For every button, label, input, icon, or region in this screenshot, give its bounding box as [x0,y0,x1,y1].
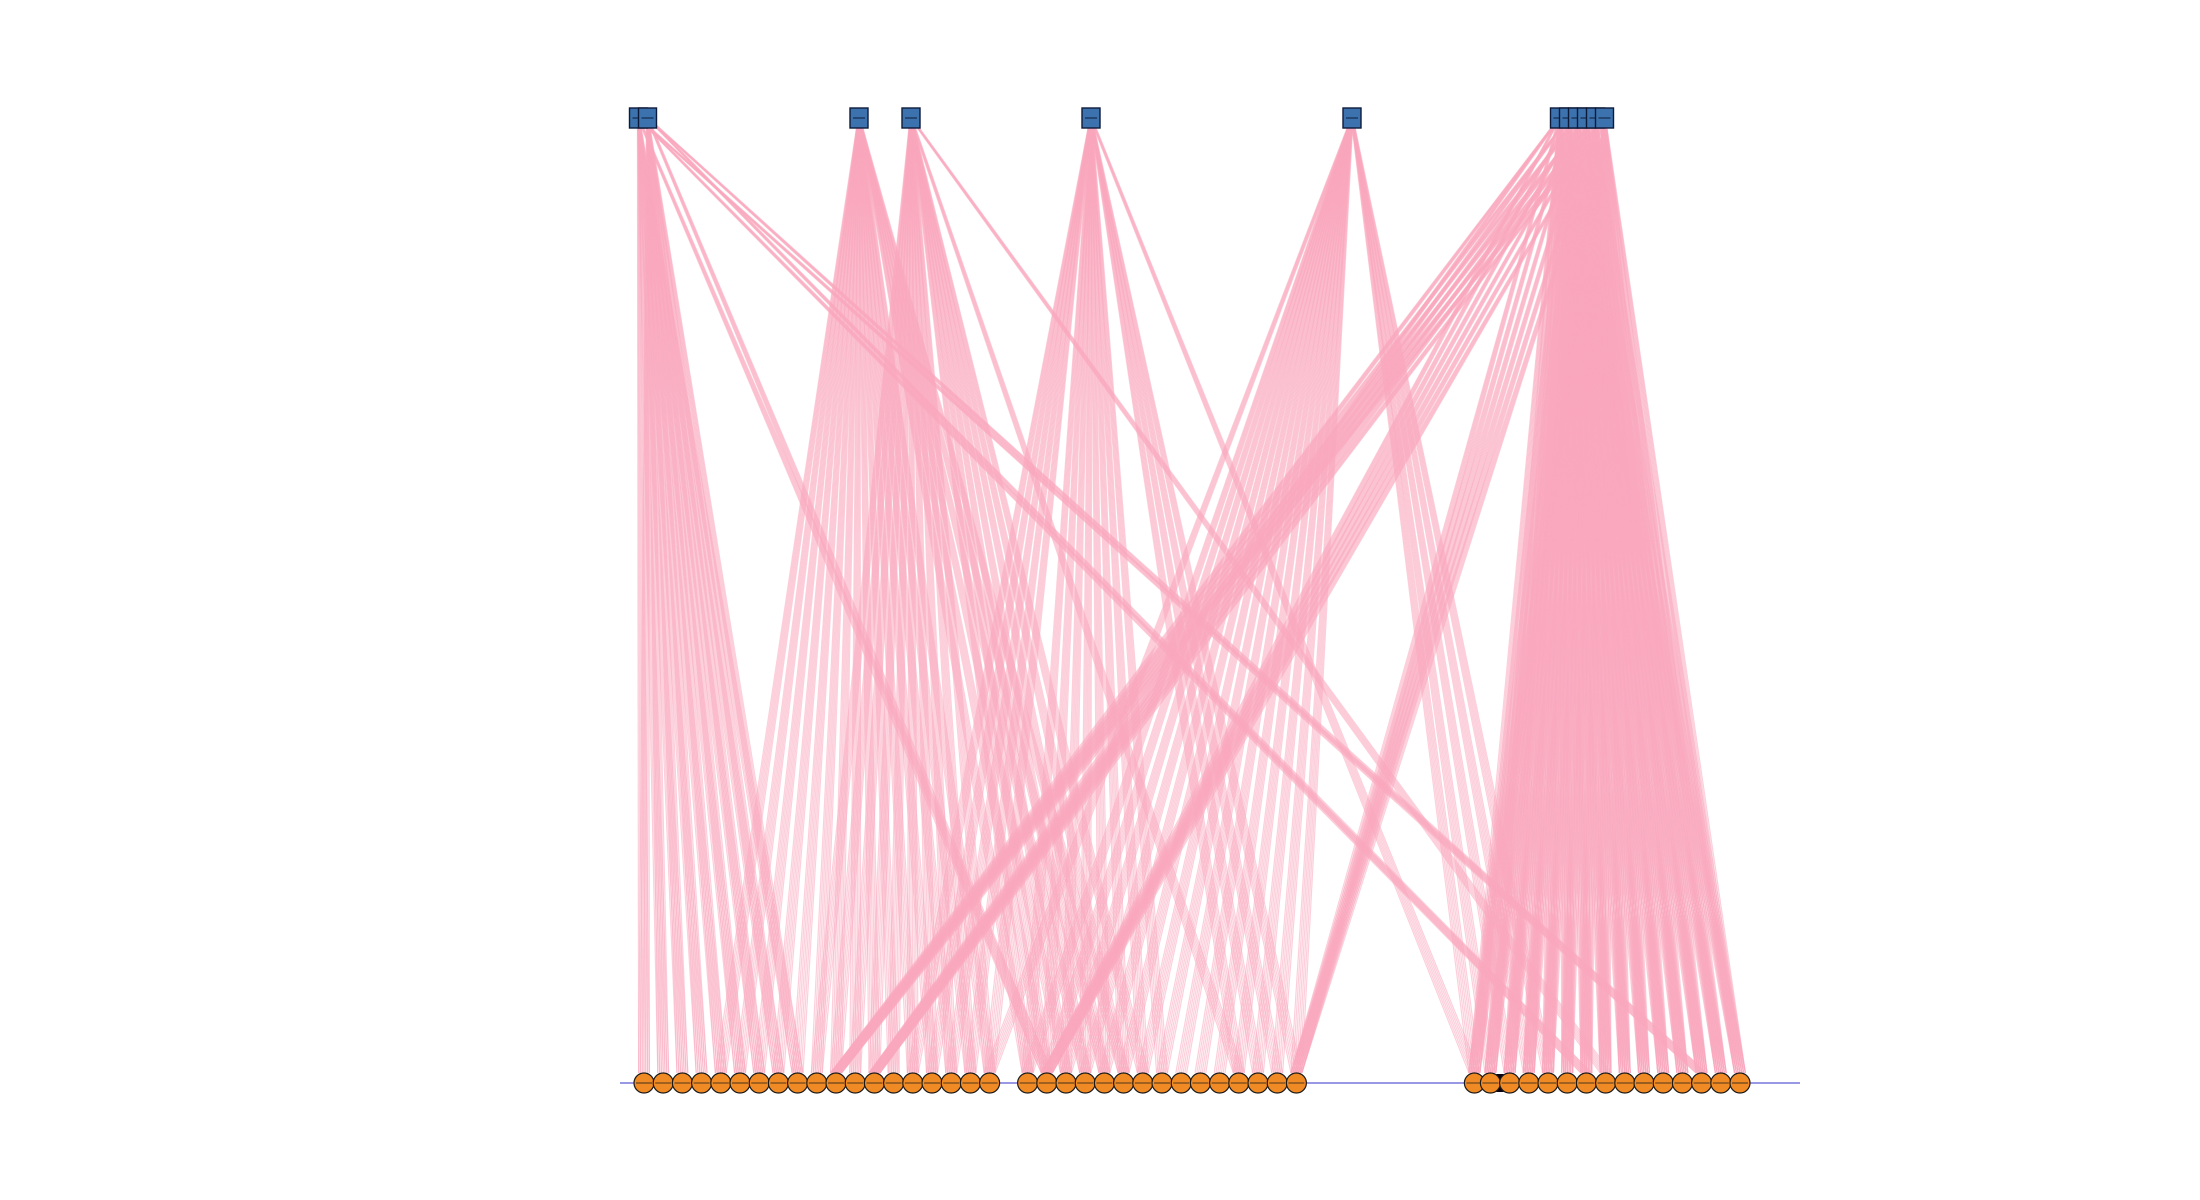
edge [840,117,1607,1074]
edge [637,117,648,1074]
edge [1086,117,1092,1074]
edge [911,117,996,1074]
edge [910,117,916,1074]
edge [1090,117,1107,1074]
edge [1091,117,1168,1074]
edge [636,117,640,1074]
edge [994,117,1354,1074]
edge [906,117,911,1074]
edge-layer [636,117,1746,1074]
edge [641,117,648,1074]
edge [1301,117,1607,1074]
edge [1051,117,1607,1074]
edge [879,117,1607,1074]
top-node-layer [628,107,1615,129]
edge [639,117,648,1074]
edge [1599,117,1605,1074]
edge [1604,117,1746,1074]
bottom-node-layer [633,1072,1751,1094]
edge [994,117,1093,1074]
edge [910,117,914,1074]
edge [852,117,860,1074]
